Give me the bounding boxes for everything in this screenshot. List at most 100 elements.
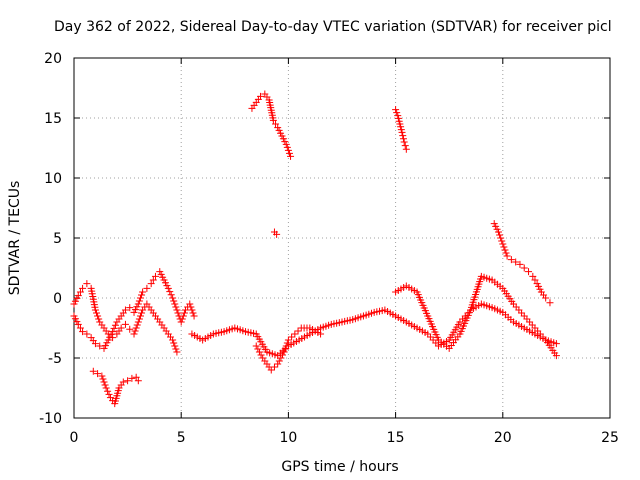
data-point-marker bbox=[520, 264, 528, 272]
x-tick-label: 0 bbox=[70, 430, 79, 446]
data-point-marker bbox=[507, 256, 515, 264]
data-point-marker bbox=[164, 284, 172, 292]
data-point-marker bbox=[502, 249, 510, 257]
data-point-marker bbox=[119, 378, 127, 386]
data-point-marker bbox=[285, 149, 293, 157]
data-point-marker bbox=[111, 321, 119, 329]
data-point-marker bbox=[399, 135, 407, 143]
data-point-marker bbox=[151, 272, 159, 280]
data-point-marker bbox=[317, 330, 325, 338]
series-trace-dip bbox=[252, 324, 325, 374]
data-point-marker bbox=[95, 315, 103, 323]
data-point-marker bbox=[529, 272, 537, 280]
data-points bbox=[70, 90, 560, 408]
data-point-marker bbox=[393, 109, 401, 117]
data-point-marker bbox=[172, 303, 180, 311]
data-point-marker bbox=[282, 342, 290, 350]
y-tick-label: -5 bbox=[48, 351, 62, 367]
data-point-marker bbox=[128, 374, 136, 382]
data-point-marker bbox=[402, 145, 410, 153]
data-point-marker bbox=[79, 328, 87, 336]
data-point-marker bbox=[74, 320, 82, 328]
data-point-marker bbox=[280, 348, 288, 356]
data-point-marker bbox=[117, 324, 125, 332]
data-point-marker bbox=[102, 384, 110, 392]
data-point-marker bbox=[499, 240, 507, 248]
data-point-marker bbox=[498, 237, 506, 245]
data-point-marker bbox=[104, 330, 112, 338]
data-point-marker bbox=[170, 297, 178, 305]
x-tick-label: 15 bbox=[387, 430, 405, 446]
data-point-marker bbox=[147, 280, 155, 288]
series-trace-mid-20 bbox=[490, 220, 554, 307]
data-point-marker bbox=[169, 336, 177, 344]
data-point-marker bbox=[167, 291, 175, 299]
data-point-marker bbox=[392, 106, 400, 114]
data-point-marker bbox=[503, 252, 511, 260]
data-point-marker bbox=[512, 258, 520, 266]
chart-title: Day 362 of 2022, Sidereal Day-to-day VTE… bbox=[54, 19, 612, 35]
data-point-marker bbox=[138, 291, 146, 299]
data-point-marker bbox=[131, 327, 139, 335]
series-trace-b-early bbox=[70, 280, 181, 356]
data-point-marker bbox=[91, 340, 99, 348]
x-tick-label: 5 bbox=[177, 430, 186, 446]
grid-lines bbox=[74, 58, 610, 418]
data-point-marker bbox=[525, 268, 533, 276]
data-point-marker bbox=[143, 284, 151, 292]
y-tick-label: 5 bbox=[53, 231, 62, 247]
data-point-marker bbox=[83, 330, 91, 338]
data-point-marker bbox=[98, 372, 106, 380]
data-point-marker bbox=[74, 292, 82, 300]
data-point-marker bbox=[277, 354, 285, 362]
data-point-marker bbox=[501, 246, 509, 254]
data-point-marker bbox=[267, 366, 275, 374]
data-point-marker bbox=[179, 312, 187, 320]
data-point-marker bbox=[110, 324, 118, 332]
data-point-marker bbox=[287, 152, 295, 160]
data-point-marker bbox=[79, 284, 87, 292]
y-tick-label: 10 bbox=[44, 171, 62, 187]
series-trace-a-early bbox=[70, 268, 198, 352]
series-trace-spot-9 bbox=[270, 228, 281, 238]
data-point-marker bbox=[496, 231, 504, 239]
data-point-marker bbox=[171, 342, 179, 350]
data-point-marker bbox=[281, 345, 289, 353]
data-point-marker bbox=[138, 309, 146, 317]
data-point-marker bbox=[169, 294, 177, 302]
data-point-marker bbox=[91, 306, 99, 314]
data-point-marker bbox=[254, 345, 262, 353]
data-point-marker bbox=[283, 143, 291, 151]
x-tick-label: 10 bbox=[279, 430, 297, 446]
data-point-marker bbox=[400, 138, 408, 146]
data-point-marker bbox=[252, 342, 260, 350]
data-point-marker bbox=[291, 330, 299, 338]
data-point-marker bbox=[270, 363, 278, 371]
data-point-marker bbox=[105, 390, 113, 398]
data-point-marker bbox=[83, 280, 91, 288]
data-point-marker bbox=[274, 360, 282, 368]
data-point-marker bbox=[171, 300, 179, 308]
data-point-marker bbox=[139, 288, 147, 296]
data-point-marker bbox=[135, 315, 143, 323]
data-point-marker bbox=[546, 299, 554, 307]
data-point-marker bbox=[134, 377, 142, 385]
data-point-marker bbox=[166, 288, 174, 296]
data-point-marker bbox=[100, 378, 108, 386]
data-point-marker bbox=[133, 321, 141, 329]
data-point-marker bbox=[552, 352, 560, 360]
data-point-marker bbox=[269, 116, 277, 124]
data-point-marker bbox=[500, 243, 508, 251]
data-point-marker bbox=[126, 325, 134, 333]
data-point-marker bbox=[93, 309, 101, 317]
series-trace-main bbox=[188, 300, 560, 360]
y-tick-label: 15 bbox=[44, 111, 62, 127]
data-point-marker bbox=[516, 260, 524, 268]
data-point-marker bbox=[121, 320, 129, 328]
series-trace-low bbox=[89, 367, 142, 408]
data-point-marker bbox=[401, 142, 409, 150]
data-point-marker bbox=[173, 348, 181, 356]
data-point-marker bbox=[398, 128, 406, 136]
data-point-marker bbox=[284, 336, 292, 344]
data-point-marker bbox=[187, 303, 195, 311]
